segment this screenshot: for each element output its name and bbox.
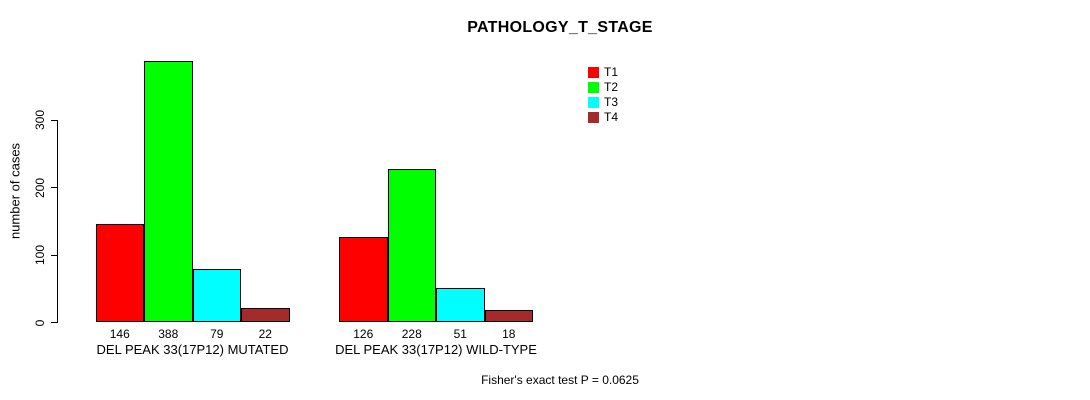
bar-t3-group1 — [192, 269, 241, 323]
y-axis-label: number of cases — [7, 142, 23, 240]
bar-value-label: 22 — [258, 327, 272, 341]
legend-swatch-t3 — [588, 97, 599, 108]
bar-value-label: 228 — [401, 327, 422, 341]
bar-value-label: 79 — [210, 327, 224, 341]
legend-row: T3 — [588, 95, 618, 110]
legend: T1 T2 T3 T4 — [588, 65, 618, 125]
y-tick — [51, 322, 58, 323]
bar-value-label: 388 — [158, 327, 179, 341]
legend-row: T2 — [588, 80, 618, 95]
legend-item-label: T2 — [604, 80, 619, 94]
bar-t2-group2 — [387, 168, 436, 323]
y-tick-label: 200 — [33, 177, 47, 198]
y-tick-label: 0 — [33, 319, 47, 326]
legend-swatch-t2 — [588, 82, 599, 93]
legend-row: T4 — [588, 110, 618, 125]
group-label: DEL PEAK 33(17P12) MUTATED — [96, 342, 289, 357]
y-tick — [51, 254, 58, 256]
bar-value-label: 126 — [353, 327, 374, 341]
bar-t1-group1 — [95, 223, 144, 323]
bar-value-label: 51 — [453, 327, 467, 341]
legend-item-label: T3 — [604, 95, 619, 109]
y-tick — [51, 187, 58, 188]
y-tick-label: 100 — [33, 244, 47, 266]
stat-annotation: Fisher's exact test P = 0.0625 — [481, 373, 639, 387]
y-axis-line — [57, 120, 58, 323]
legend-item-label: T4 — [604, 110, 619, 124]
chart-title: PATHOLOGY_T_STAGE — [467, 19, 653, 36]
y-tick-label: 300 — [33, 109, 47, 131]
bar-value-label: 146 — [109, 327, 130, 341]
y-tick — [51, 119, 58, 121]
bar-value-label: 18 — [502, 327, 516, 341]
bar-t4-group1 — [241, 307, 290, 323]
legend-swatch-t4 — [588, 112, 599, 123]
bar-t2-group1 — [144, 60, 193, 323]
bar-t1-group2 — [339, 237, 388, 323]
legend-item-label: T1 — [604, 65, 619, 79]
legend-swatch-t1 — [588, 67, 599, 78]
legend-row: T1 — [588, 65, 618, 80]
bar-t3-group2 — [436, 288, 485, 323]
bar-t4-group2 — [484, 310, 533, 323]
group-label: DEL PEAK 33(17P12) WILD-TYPE — [335, 342, 537, 357]
